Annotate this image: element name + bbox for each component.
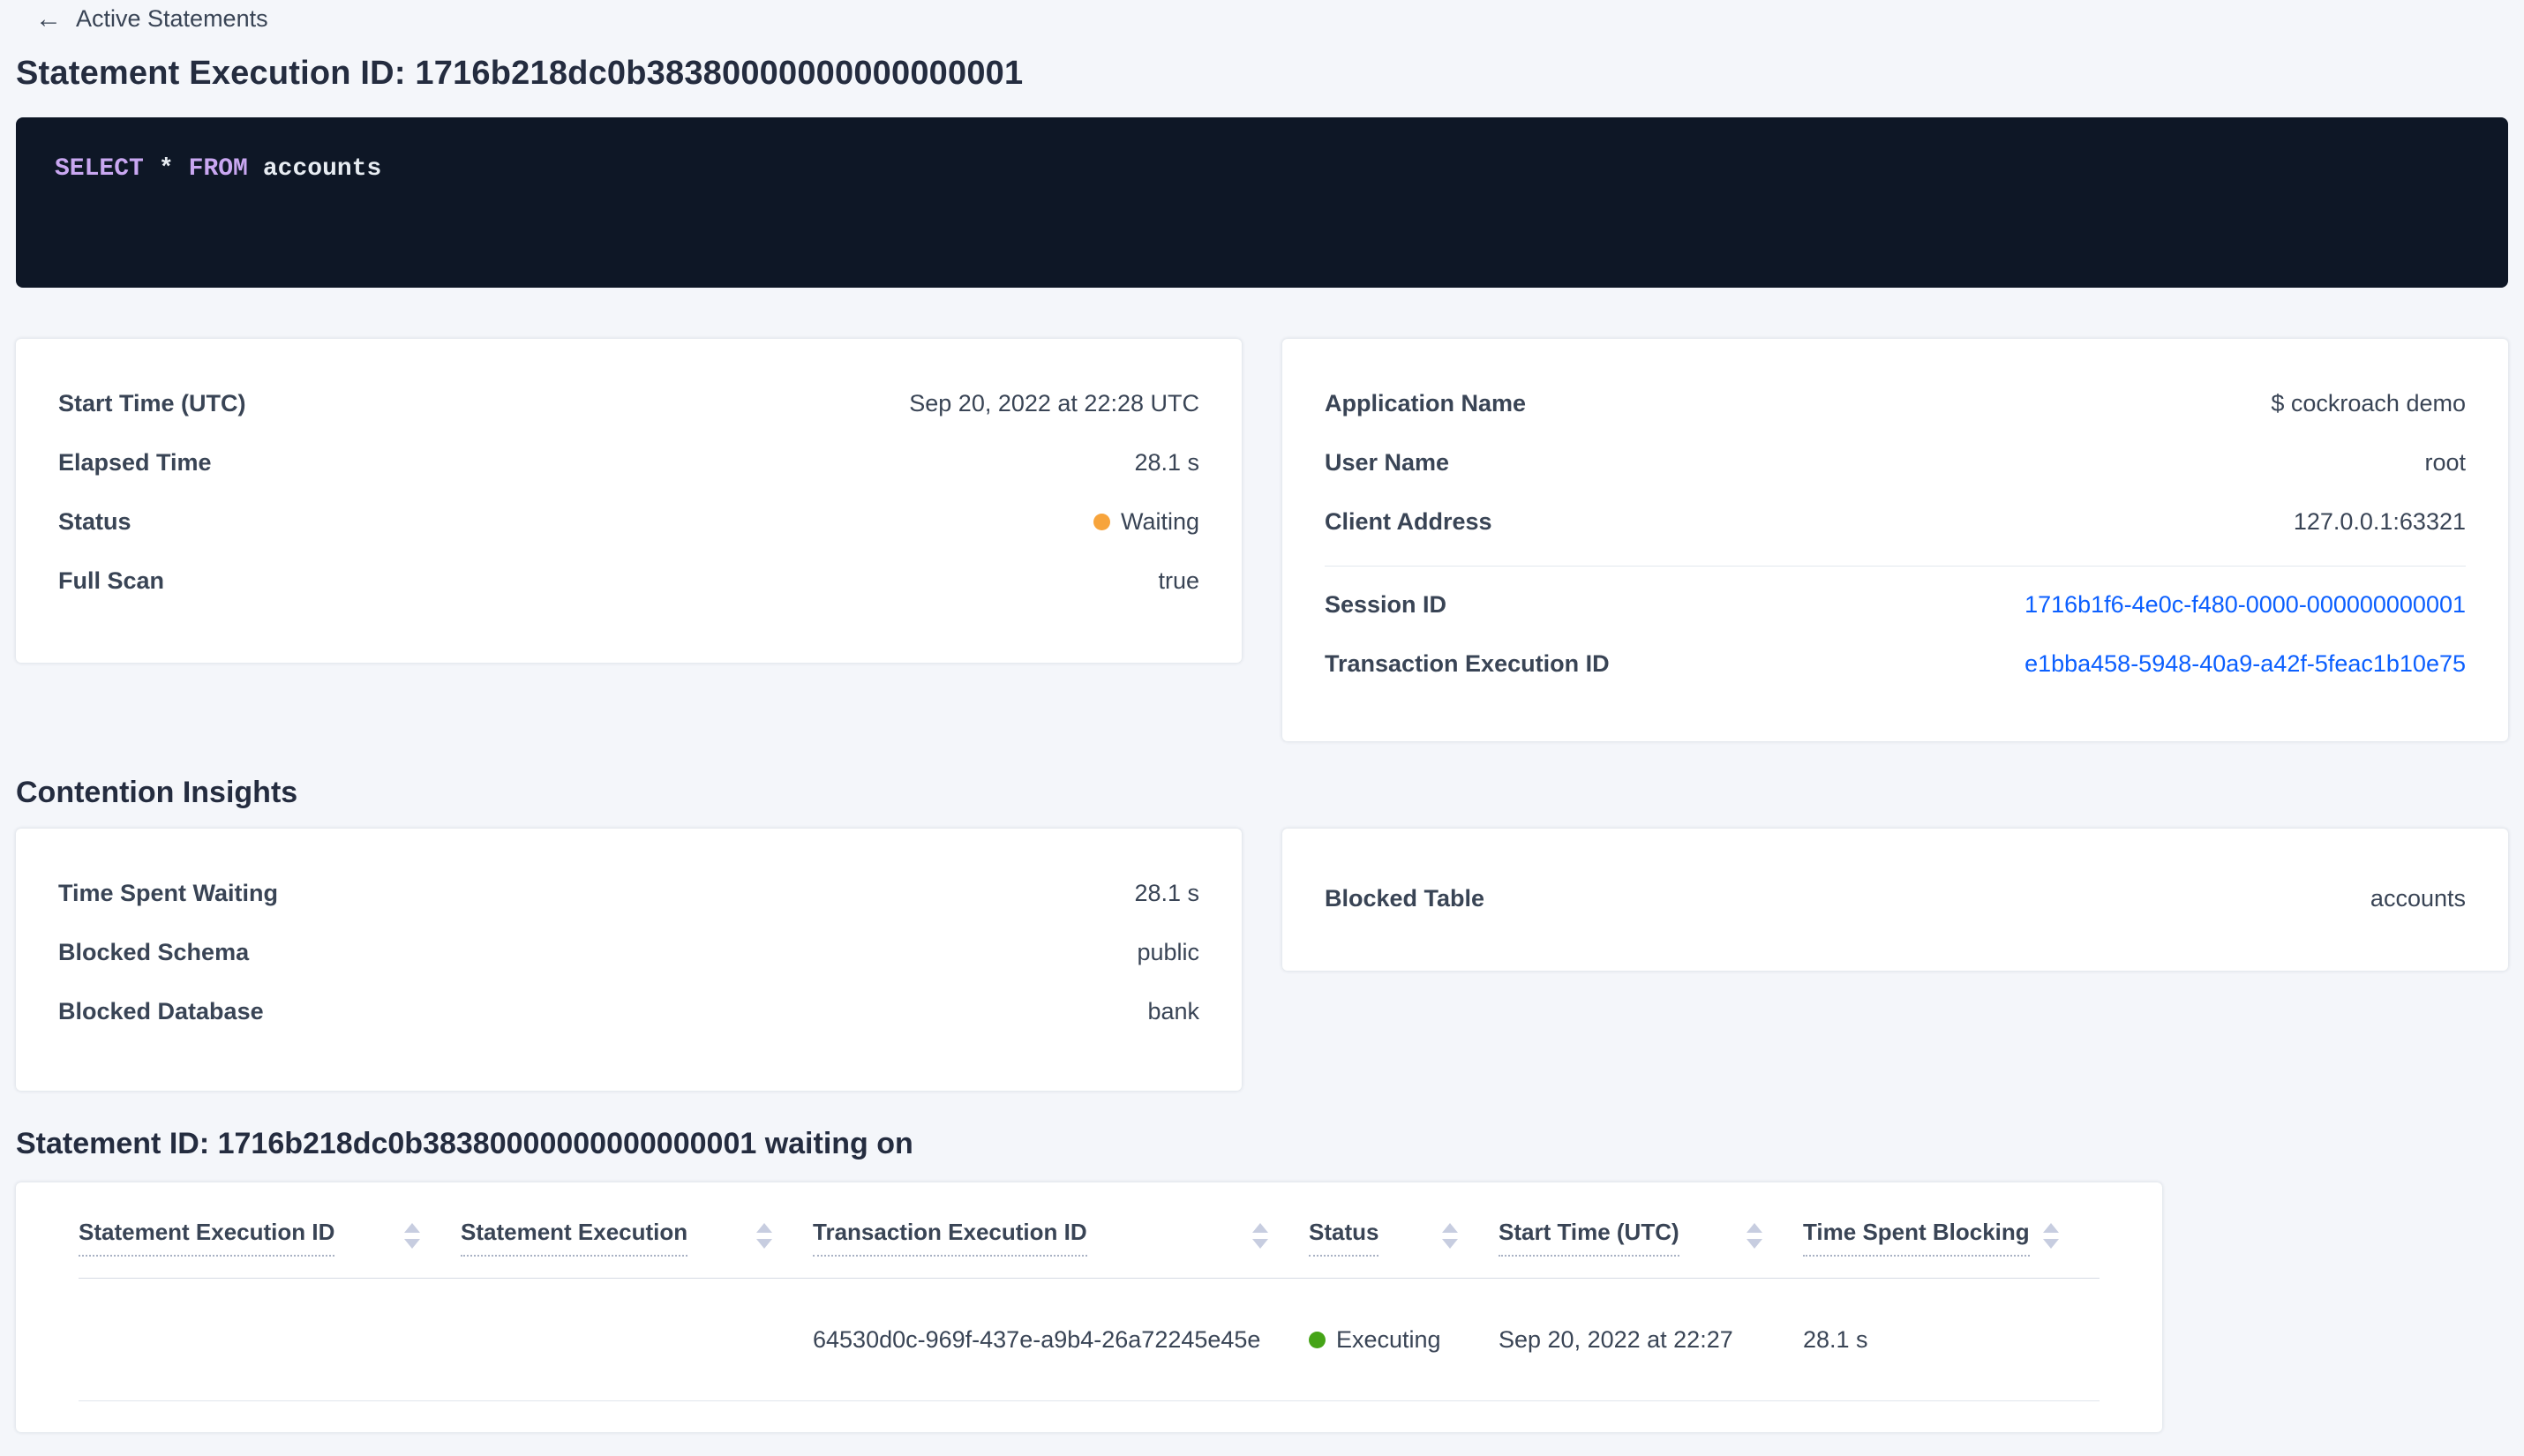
- card-divider: [1325, 565, 2466, 567]
- client-address-row: Client Address 127.0.0.1:63321: [1325, 492, 2466, 552]
- back-link[interactable]: ← Active Statements: [16, 5, 268, 33]
- cell-status: Executing: [1309, 1326, 1499, 1354]
- blocked-database-row: Blocked Database bank: [58, 982, 1199, 1041]
- column-header-label: Time Spent Blocking: [1803, 1219, 2030, 1257]
- waiting-on-table: Statement Execution ID Statement Executi…: [16, 1182, 2162, 1432]
- client-address-label: Client Address: [1325, 507, 1492, 535]
- time-spent-waiting-label: Time Spent Waiting: [58, 880, 279, 907]
- session-id-label: Session ID: [1325, 590, 1447, 618]
- blocked-table-label: Blocked Table: [1325, 885, 1485, 912]
- column-header-transaction-execution-id[interactable]: Transaction Execution ID: [813, 1219, 1309, 1279]
- sql-keyword-from: FROM: [188, 154, 248, 183]
- column-header-label: Statement Execution ID: [79, 1219, 335, 1257]
- cell-status-text: Executing: [1336, 1325, 1441, 1353]
- waiting-on-table-header: Statement Execution ID Statement Executi…: [79, 1182, 2100, 1280]
- sort-icon[interactable]: [1747, 1222, 1762, 1249]
- column-header-label: Statement Execution: [461, 1219, 688, 1257]
- start-time-row: Start Time (UTC) Sep 20, 2022 at 22:28 U…: [58, 374, 1199, 433]
- blocked-database-label: Blocked Database: [58, 998, 264, 1025]
- contention-insights-heading: Contention Insights: [16, 775, 298, 809]
- transaction-execution-id-row: Transaction Execution ID e1bba458-5948-4…: [1325, 634, 2466, 694]
- back-arrow-icon: ←: [35, 4, 62, 34]
- status-executing-dot-icon: [1309, 1331, 1326, 1348]
- application-name-label: Application Name: [1325, 389, 1527, 417]
- sort-icon[interactable]: [2043, 1222, 2059, 1249]
- start-time-label: Start Time (UTC): [58, 389, 246, 417]
- blocked-table-value: accounts: [2370, 885, 2466, 912]
- contention-cards-row: Time Spent Waiting 28.1 s Blocked Schema…: [16, 829, 2508, 1092]
- status-row: Status Waiting: [58, 492, 1199, 552]
- sort-icon[interactable]: [1442, 1222, 1458, 1249]
- column-header-status[interactable]: Status: [1309, 1219, 1499, 1279]
- page-title: Statement Execution ID: 1716b218dc0b3838…: [16, 55, 1024, 92]
- time-spent-waiting-row: Time Spent Waiting 28.1 s: [58, 864, 1199, 923]
- transaction-execution-id-link[interactable]: e1bba458-5948-40a9-a42f-5feac1b10e75: [2024, 649, 2466, 677]
- sql-table-name: accounts: [262, 154, 382, 183]
- session-id-row: Session ID 1716b1f6-4e0c-f480-0000-00000…: [1325, 575, 2466, 634]
- sql-star: *: [158, 154, 174, 183]
- column-header-statement-execution[interactable]: Statement Execution: [461, 1219, 813, 1279]
- back-link-label: Active Statements: [76, 5, 268, 32]
- column-header-label: Status: [1309, 1219, 1379, 1257]
- column-header-label: Start Time (UTC): [1499, 1219, 1679, 1257]
- status-label: Status: [58, 507, 131, 535]
- user-name-value: root: [2424, 448, 2466, 476]
- execution-summary-card: Start Time (UTC) Sep 20, 2022 at 22:28 U…: [16, 338, 1242, 663]
- overview-cards-row: Start Time (UTC) Sep 20, 2022 at 22:28 U…: [16, 338, 2508, 741]
- blocked-schema-value: public: [1137, 939, 1199, 966]
- column-header-label: Transaction Execution ID: [813, 1219, 1087, 1257]
- transaction-execution-id-label: Transaction Execution ID: [1325, 649, 1610, 677]
- full-scan-value: true: [1158, 567, 1199, 594]
- elapsed-time-label: Elapsed Time: [58, 448, 212, 476]
- session-summary-card: Application Name $ cockroach demo User N…: [1282, 338, 2508, 741]
- blocked-database-value: bank: [1147, 998, 1199, 1025]
- application-name-value: $ cockroach demo: [2271, 389, 2466, 417]
- cell-transaction-execution-id: 64530d0c-969f-437e-a9b4-26a72245e45e: [813, 1325, 1261, 1353]
- sort-icon[interactable]: [756, 1222, 772, 1249]
- column-header-time-spent-blocking[interactable]: Time Spent Blocking: [1803, 1219, 2100, 1279]
- elapsed-time-row: Elapsed Time 28.1 s: [58, 433, 1199, 492]
- cell-time-spent-blocking: 28.1 s: [1803, 1325, 1868, 1353]
- client-address-value: 127.0.0.1:63321: [2293, 507, 2466, 535]
- user-name-row: User Name root: [1325, 433, 2466, 492]
- session-id-link[interactable]: 1716b1f6-4e0c-f480-0000-000000000001: [2024, 590, 2466, 618]
- blocked-table-card: Blocked Table accounts: [1282, 829, 2508, 972]
- full-scan-label: Full Scan: [58, 567, 165, 594]
- status-value: Waiting: [1120, 507, 1199, 535]
- blocked-schema-label: Blocked Schema: [58, 939, 250, 966]
- start-time-value: Sep 20, 2022 at 22:28 UTC: [909, 389, 1199, 417]
- table-row: 64530d0c-969f-437e-a9b4-26a72245e45e Exe…: [79, 1279, 2100, 1402]
- time-spent-waiting-value: 28.1 s: [1134, 880, 1199, 907]
- blocked-schema-row: Blocked Schema public: [58, 923, 1199, 982]
- blocked-table-row: Blocked Table accounts: [1325, 869, 2466, 928]
- sql-statement-box: SELECT * FROM accounts: [16, 116, 2508, 288]
- contention-waiting-card: Time Spent Waiting 28.1 s Blocked Schema…: [16, 829, 1242, 1092]
- column-header-start-time[interactable]: Start Time (UTC): [1499, 1219, 1803, 1279]
- waiting-on-heading: Statement ID: 1716b218dc0b38380000000000…: [16, 1127, 913, 1161]
- full-scan-row: Full Scan true: [58, 552, 1199, 611]
- application-name-row: Application Name $ cockroach demo: [1325, 374, 2466, 433]
- cell-start-time: Sep 20, 2022 at 22:27: [1499, 1325, 1733, 1353]
- sort-icon[interactable]: [404, 1222, 420, 1249]
- column-header-statement-execution-id[interactable]: Statement Execution ID: [79, 1219, 461, 1279]
- sql-keyword-select: SELECT: [55, 154, 144, 183]
- status-waiting-dot-icon: [1093, 513, 1110, 530]
- elapsed-time-value: 28.1 s: [1134, 448, 1199, 476]
- user-name-label: User Name: [1325, 448, 1450, 476]
- sort-icon[interactable]: [1252, 1222, 1268, 1249]
